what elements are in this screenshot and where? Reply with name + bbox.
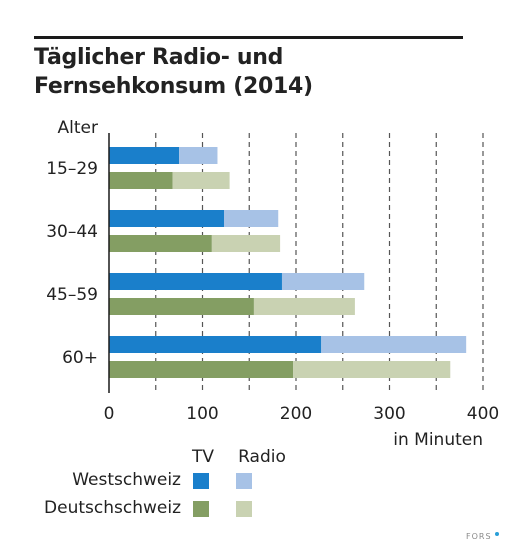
bar-westschweiz-tv-60 xyxy=(109,336,322,353)
credit-logo-dot xyxy=(495,532,499,536)
x-axis-label: in Minuten xyxy=(393,430,483,450)
bar-deutschschweiz-radio-30-44 xyxy=(211,235,281,252)
bar-deutschschweiz-radio-60 xyxy=(293,361,451,378)
title-rule xyxy=(34,36,463,39)
legend-swatch-westschweiz-tv xyxy=(193,473,209,489)
legend-header-radio: Radio xyxy=(238,447,286,467)
legend-swatch-westschweiz-radio xyxy=(236,473,252,489)
bar-westschweiz-radio-15-29 xyxy=(179,147,218,164)
bar-westschweiz-radio-45-59 xyxy=(281,273,365,290)
y-tick-label-30-44: 30–44 xyxy=(46,222,98,242)
x-tick-label-300: 300 xyxy=(373,404,405,424)
bar-westschweiz-tv-45-59 xyxy=(109,273,282,290)
legend-swatch-deutschschweiz-radio xyxy=(236,501,252,517)
x-tick-label-0: 0 xyxy=(104,404,115,424)
bar-deutschschweiz-tv-30-44 xyxy=(109,235,212,252)
bar-deutschschweiz-tv-45-59 xyxy=(109,298,254,315)
bar-deutschschweiz-radio-45-59 xyxy=(253,298,355,315)
legend-label-westschweiz: Westschweiz xyxy=(72,470,181,490)
x-tick-label-200: 200 xyxy=(280,404,312,424)
bar-deutschschweiz-tv-15-29 xyxy=(109,172,173,189)
legend-swatch-deutschschweiz-tv xyxy=(193,501,209,517)
bar-deutschschweiz-radio-15-29 xyxy=(172,172,230,189)
y-tick-label-45-59: 45–59 xyxy=(46,285,98,305)
source-credit: FORS xyxy=(466,532,492,541)
bar-deutschschweiz-tv-60 xyxy=(109,361,294,378)
bar-westschweiz-radio-30-44 xyxy=(224,210,279,227)
x-tick-label-400: 400 xyxy=(467,404,499,424)
bar-westschweiz-tv-30-44 xyxy=(109,210,225,227)
y-tick-label-15-29: 15–29 xyxy=(46,159,98,179)
legend-header-tv: TV xyxy=(191,447,214,467)
y-tick-label-60: 60+ xyxy=(62,348,98,368)
bar-westschweiz-tv-15-29 xyxy=(109,147,180,164)
bar-westschweiz-radio-60 xyxy=(321,336,467,353)
legend-label-deutschschweiz: Deutschschweiz xyxy=(44,498,181,518)
y-axis-label: Alter xyxy=(58,118,98,138)
chart-title: Täglicher Radio- und Fernsehkonsum (2014… xyxy=(34,45,313,99)
x-tick-label-100: 100 xyxy=(186,404,218,424)
